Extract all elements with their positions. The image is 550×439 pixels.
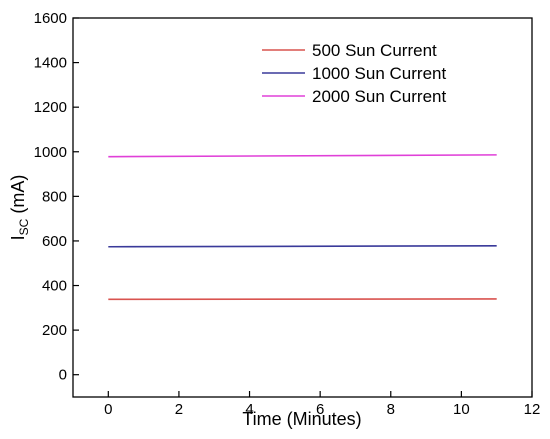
x-tick-label: 8 [387,401,395,418]
y-axis-title-main: I [8,235,28,240]
y-tick-label: 200 [42,322,67,339]
legend-label-2: 1000 Sun Current [312,64,446,83]
ticks-layer: 0 2 4 6 8 10 12 0 200 400 600 800 1000 1200 1400 1600 [34,10,541,418]
y-axis-title-sub: SC [17,218,31,235]
x-tick-label: 4 [245,401,253,418]
x-tick-label: 12 [524,401,541,418]
plot-frame [72,17,533,398]
legend-label-1: 500 Sun Current [312,41,437,60]
x-tick-label: 2 [175,401,183,418]
y-tick-label: 800 [42,188,67,205]
y-tick-label: 0 [59,367,67,384]
y-tick-label: 1600 [34,10,67,27]
y-tick-label: 1400 [34,55,67,72]
y-axis-title-unit: (mA) [8,175,28,219]
series-line-2 [108,245,497,248]
legend: 500 Sun Current 1000 Sun Current 2000 Sun … [262,41,446,106]
x-tick-label: 0 [104,401,112,418]
x-tick-label: 10 [453,401,470,418]
y-tick-label: 600 [42,233,67,250]
y-tick-label: 1200 [34,99,67,116]
series-layer [108,154,497,301]
y-axis-title: ISC (mA) [8,175,31,241]
x-axis-title: Time (Minutes) [242,409,361,429]
series-line-3 [108,154,497,158]
x-tick-label: 6 [316,401,324,418]
legend-label-3: 2000 Sun Current [312,87,446,106]
y-tick-label: 1000 [34,144,67,161]
y-tick-label: 400 [42,278,67,295]
